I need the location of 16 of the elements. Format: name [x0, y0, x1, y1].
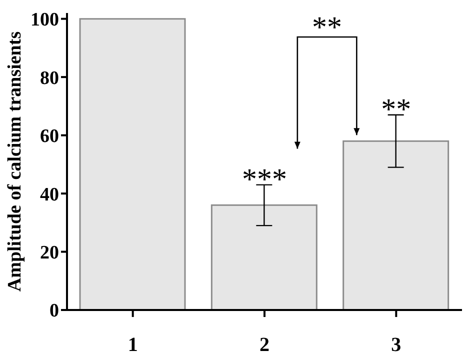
y-axis-title: Amplitude of calcium transients — [4, 31, 26, 292]
annotation: *** — [242, 162, 287, 196]
annotation: ** — [381, 92, 412, 126]
x-tick-label: 1 — [128, 334, 138, 356]
y-tick-label: 0 — [50, 300, 59, 322]
y-tick-label: 60 — [40, 126, 59, 148]
bar — [210, 204, 318, 310]
y-tick-label: 40 — [40, 184, 59, 206]
y-tick-label: 100 — [30, 10, 59, 31]
x-tick-label: 3 — [391, 334, 402, 356]
y-tick-label: 20 — [40, 242, 59, 264]
bar — [79, 18, 186, 310]
y-tick-label: 80 — [40, 68, 59, 89]
bar — [342, 140, 450, 310]
x-tick-label: 2 — [260, 334, 270, 356]
annotation: ** — [312, 11, 342, 44]
